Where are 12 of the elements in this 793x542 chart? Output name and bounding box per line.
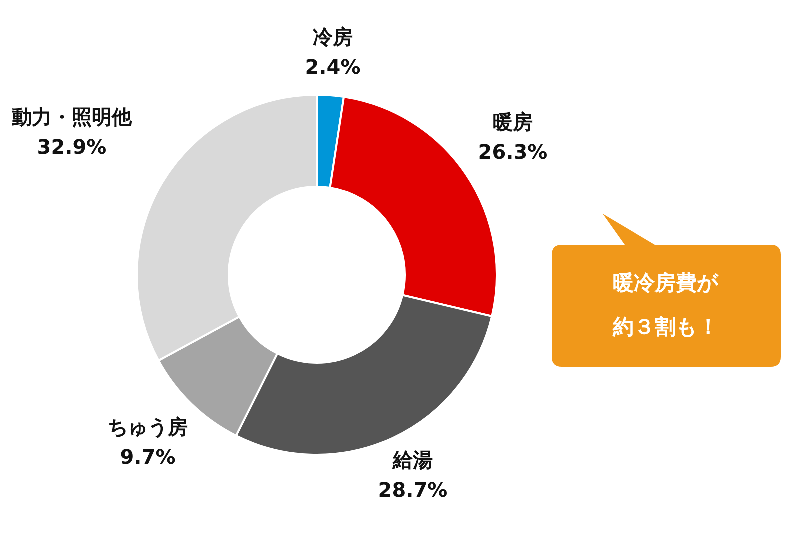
data-label: 2.4% bbox=[305, 55, 361, 79]
slice-label: 動力・照明他 bbox=[11, 105, 133, 129]
text: 暖冷房費が bbox=[613, 271, 719, 295]
slice-label: 給湯 bbox=[392, 448, 433, 472]
data-label: 32.9% bbox=[37, 135, 107, 159]
data-label: 9.7% bbox=[120, 445, 176, 469]
slice-label: 暖房 bbox=[493, 110, 533, 134]
slice-label: 冷房 bbox=[313, 25, 353, 49]
data-label: 28.7% bbox=[378, 478, 448, 502]
text: 約３割も！ bbox=[612, 315, 719, 339]
slice-label: ちゅう房 bbox=[108, 415, 188, 439]
data-label: 26.3% bbox=[478, 140, 548, 164]
